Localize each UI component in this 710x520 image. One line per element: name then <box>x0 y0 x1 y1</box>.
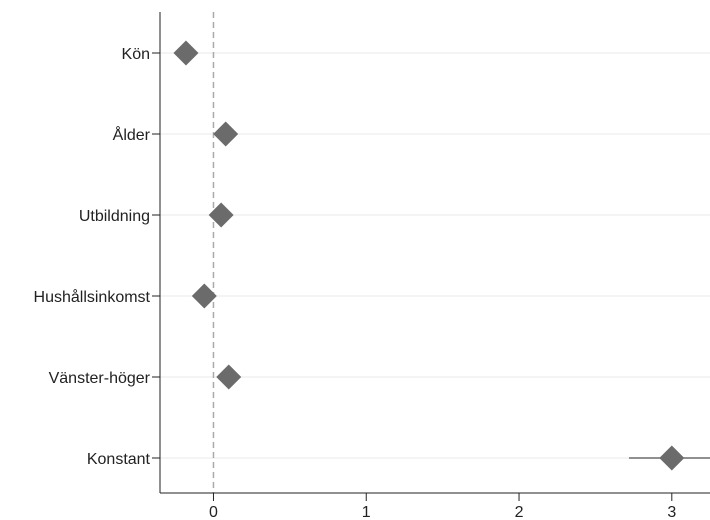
coefficient-marker <box>208 202 234 228</box>
y-tick-label: Konstant <box>87 451 151 468</box>
x-tick-label: 0 <box>209 504 218 520</box>
y-tick-label: Hushållsinkomst <box>34 288 151 306</box>
coefficient-marker <box>659 445 685 471</box>
coefficient-marker <box>173 40 199 66</box>
coefficient-marker <box>213 121 239 147</box>
coefficient-marker <box>216 364 242 390</box>
x-tick-label: 3 <box>667 504 676 520</box>
y-tick-label: Kön <box>122 46 150 63</box>
y-tick-label: Vänster-höger <box>49 370 151 387</box>
y-tick-label: Ålder <box>113 125 151 144</box>
y-tick-label: Utbildning <box>79 208 150 225</box>
x-tick-label: 1 <box>362 504 371 520</box>
coefficient-marker <box>191 283 217 309</box>
x-tick-label: 2 <box>515 504 524 520</box>
